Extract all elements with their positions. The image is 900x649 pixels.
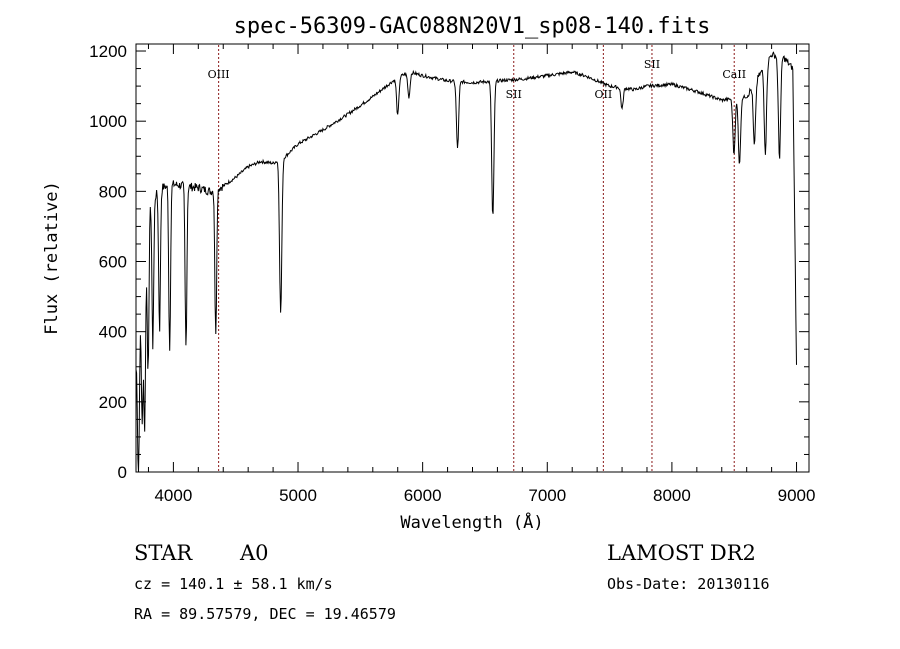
y-tick-label: 400 [99,323,127,342]
x-tick-label: 9000 [778,486,816,505]
spectral-line-label: OIII [208,68,230,81]
obs-date: Obs-Date: 20130116 [607,575,770,593]
x-tick-label: 4000 [154,486,192,505]
survey-name: LAMOST DR2 [607,541,756,565]
y-tick-label: 1000 [89,112,127,131]
x-axis-label: Wavelength (Å) [400,511,543,533]
x-tick-label: 5000 [279,486,317,505]
y-tick-label: 800 [99,182,127,201]
x-tick-label: 7000 [528,486,566,505]
spectral-line-label: OII [595,88,613,101]
redshift-readout: cz = 140.1 ± 58.1 km/s [134,575,333,593]
y-tick-label: 200 [99,393,127,412]
object-subclass: A0 [239,541,269,565]
y-tick-label: 0 [118,463,127,482]
coordinates: RA = 89.57579, DEC = 19.46579 [134,605,396,623]
spectrum-line [135,51,797,473]
x-axis: 4000 5000 6000 7000 8000 9000 [147,44,816,505]
object-class: STAR [134,541,193,565]
x-tick-label: 8000 [653,486,691,505]
spectral-line-label: SII [506,88,522,101]
spectral-line-markers: OIII SII OII SII CaII [208,45,746,471]
y-tick-label: 600 [99,253,127,272]
chart-title: spec-56309-GAC088N20V1_sp08-140.fits [234,14,711,39]
y-axis: 0 200 400 600 800 1000 1200 [89,42,809,482]
x-tick-label: 6000 [404,486,442,505]
spectral-line-label: CaII [722,68,746,81]
y-axis-label: Flux (relative) [42,181,62,335]
spectral-line-label: SII [644,58,660,71]
y-tick-label: 1200 [89,42,127,61]
plot-frame [135,43,810,473]
